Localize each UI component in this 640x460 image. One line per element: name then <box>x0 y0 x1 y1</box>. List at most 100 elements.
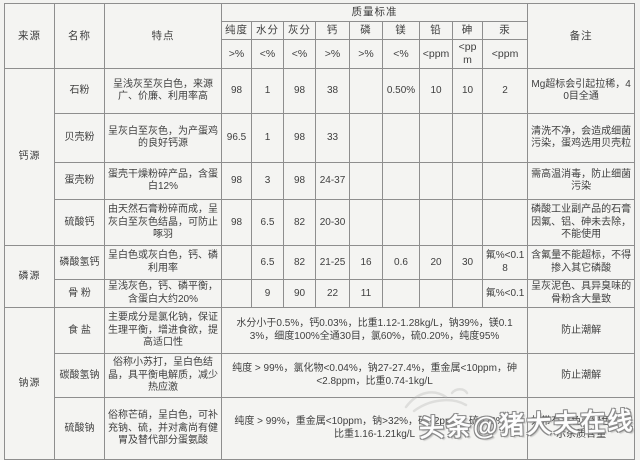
quality-col-unit: >% <box>349 38 383 70</box>
value-cell <box>452 113 483 164</box>
features-cell: 主要成分是氯化钠，保证生理平衡，增进食欲，提高适口性 <box>104 307 222 355</box>
header-row-top: 来源 名称 特点 质量标准 备注 <box>4 2 636 70</box>
remark-cell: 防止潮解 <box>527 353 636 399</box>
value-cell <box>481 162 529 201</box>
table-row: 贝壳粉 呈灰白至灰色，为产蛋鸡的良好钙源 96.5 1 98 33 清洗不净，会造成细菌污染… <box>5 113 636 164</box>
value-cell: 2 <box>481 68 529 115</box>
value-cell <box>452 162 483 201</box>
value-cell <box>419 113 453 164</box>
header-remark: 备注 <box>527 2 636 70</box>
features-cell: 蛋壳干燥粉碎产品，含蛋白12% <box>104 162 222 201</box>
quality-col-unit: <% <box>382 38 420 70</box>
value-cell: 1 <box>251 113 284 164</box>
quality-labels-row: 纯度 水分 灰分钙磷镁铅砷汞 <box>5 21 635 40</box>
name-cell: 石粉 <box>54 68 105 115</box>
quality-col-unit: <% <box>283 38 316 70</box>
value-cell: 0.50% <box>382 68 420 115</box>
quality-col-label: 磷 <box>349 21 383 40</box>
features-cell: 俗称小苏打，呈白色结晶，具平衡电解质，减少热应激 <box>104 353 222 399</box>
source-cell: 磷源 <box>4 245 55 309</box>
value-cell: 98 <box>221 68 252 115</box>
quality-col-unit: <ppm <box>452 38 483 70</box>
value-cell: 1 <box>251 68 284 115</box>
quality-col-unit: >% <box>315 38 350 70</box>
quality-col-label: 水分 <box>251 21 284 40</box>
value-cell: 16 <box>349 245 383 281</box>
value-cell: 6.5 <box>251 245 284 281</box>
name-cell: 蛋壳粉 <box>54 162 105 201</box>
name-cell: 贝壳粉 <box>54 113 105 164</box>
value-cell: 10 <box>452 68 483 115</box>
features-cell: 俗称芒硝，呈白色，可补充钠、硫，并对禽尚有健胃及替代部分蛋氨酸 <box>104 397 222 460</box>
value-cell: 6.5 <box>251 199 284 247</box>
value-cell: 90 <box>283 279 316 309</box>
features-cell: 由天然石膏粉碎而成，呈灰白至灰色结晶，可防止啄羽 <box>104 199 222 247</box>
quality-col-label: 砷 <box>452 21 483 40</box>
table-row: 碳酸氢钠 俗称小苏打，呈白色结晶，具平衡电解质，减少热应激 纯度 > 99%，氯化物… <box>5 353 636 399</box>
value-cell: 30 <box>452 245 483 281</box>
toutiao-watermark: 头条@猪大夫在线 <box>418 407 635 443</box>
remark-cell: 呈灰泥色、具异臭味的骨粉含大量致 <box>527 279 636 309</box>
remark-cell: 清洗不净，会造成细菌污染，蛋鸡选用贝壳粒 <box>527 113 636 164</box>
value-cell <box>221 245 252 281</box>
value-cell <box>452 199 483 247</box>
features-cell: 呈灰白至灰色，为产蛋鸡的良好钙源 <box>104 113 222 164</box>
source-cell: 钙源 <box>4 68 55 247</box>
name-cell: 磷酸氢钙 <box>54 245 105 281</box>
value-cell: 98 <box>283 68 316 115</box>
quality-col-unit: <ppm <box>419 38 453 70</box>
table-row: 钙源 石粉 呈浅灰至灰白色，来源广、价廉、利用率高 98 1 98 38 0.50% 10 10 2… <box>4 68 636 247</box>
table-row: 硫酸钙 由天然石膏粉碎而成，呈灰白至灰色结晶，可防止啄羽 98 6.5 82 20-30 磷… <box>5 199 636 247</box>
value-cell: 22 <box>315 279 350 309</box>
value-cell: 82 <box>283 199 316 247</box>
value-cell: 9 <box>251 279 284 309</box>
value-cell <box>349 68 383 115</box>
header-features: 特点 <box>104 2 222 70</box>
value-cell: 20 <box>419 245 453 281</box>
value-cell: 98 <box>221 162 252 201</box>
features-cell: 呈白色或灰白色，钙、磷利用率 <box>104 245 222 281</box>
value-cell: 10 <box>419 68 453 115</box>
name-cell: 食 盐 <box>54 307 105 355</box>
value-cell <box>419 199 453 247</box>
features-cell: 呈浅灰色，钙、磷平衡，含蛋白大约20% <box>104 279 222 309</box>
value-cell <box>349 162 383 201</box>
value-cell: 0.6 <box>382 245 420 281</box>
quality-col-unit: <ppm <box>481 38 529 70</box>
value-cell: 20-30 <box>315 199 350 247</box>
quality-units-row: >% <% <% >% >% <% <ppm <ppm <ppm <box>5 38 635 70</box>
value-cell <box>382 162 420 201</box>
value-cell: 11 <box>349 279 383 309</box>
remark-cell: 防止潮解 <box>527 307 636 355</box>
value-cell <box>419 279 453 309</box>
value-cell: 96.5 <box>221 113 252 164</box>
value-cell: 21-25 <box>315 245 350 281</box>
value-cell <box>382 279 420 309</box>
value-cell <box>452 279 483 309</box>
merged-standard-cell: 纯度 > 99%，氯化物<0.04%，钠27-27.4%，重金属<10ppm，砷… <box>220 353 529 399</box>
value-cell: 98 <box>283 113 316 164</box>
header-source: 来源 <box>4 2 55 70</box>
value-cell: 38 <box>315 68 350 115</box>
value-cell <box>382 199 420 247</box>
value-cell <box>349 113 383 164</box>
value-cell <box>419 162 453 201</box>
header-name: 名称 <box>54 2 105 70</box>
value-cell: 24-37 <box>315 162 350 201</box>
quality-col-label: 纯度 <box>221 21 252 40</box>
source-cell: 钠源 <box>4 307 55 460</box>
value-cell: 氟%<0.1 <box>481 279 529 309</box>
quality-col-label: 钙 <box>315 21 350 40</box>
name-cell: 硫酸钠 <box>54 397 105 460</box>
table-row: 蛋壳粉 蛋壳干燥粉碎产品，含蛋白12% 98 3 98 24-37 需高温消毒，防止细菌污染 <box>5 162 636 201</box>
value-cell: 氟%<0.18 <box>481 245 529 281</box>
quality-col-unit: <% <box>251 38 284 70</box>
merged-standard-cell: 水分小于0.5%，钙0.03%，比重1.12-1.28kg/L，钠39%，镁0.… <box>220 307 529 355</box>
remark-cell: Mg超标会引起拉稀，40目全通 <box>527 68 636 115</box>
value-cell <box>382 113 420 164</box>
mineral-standards-table: 来源 名称 特点 质量标准 备注 纯度 水分 灰分钙磷镁铅砷汞 >% <% <% >% >%… <box>4 2 636 460</box>
remark-cell: 含氟量不能超标，不得掺入其它磷酸 <box>527 245 636 281</box>
table-row: 骨 粉呈浅灰色，钙、磷平衡，含蛋白大约20% 9 90 22 11 氟%<0.1 呈灰泥色、… <box>5 279 636 309</box>
remark-cell: 磷酸工业副产品的石膏因氟、铝、砷未去除，不能使用 <box>527 199 636 247</box>
value-cell: 3 <box>251 162 284 201</box>
